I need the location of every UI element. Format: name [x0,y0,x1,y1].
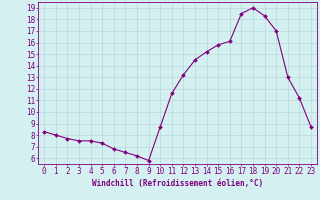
X-axis label: Windchill (Refroidissement éolien,°C): Windchill (Refroidissement éolien,°C) [92,179,263,188]
